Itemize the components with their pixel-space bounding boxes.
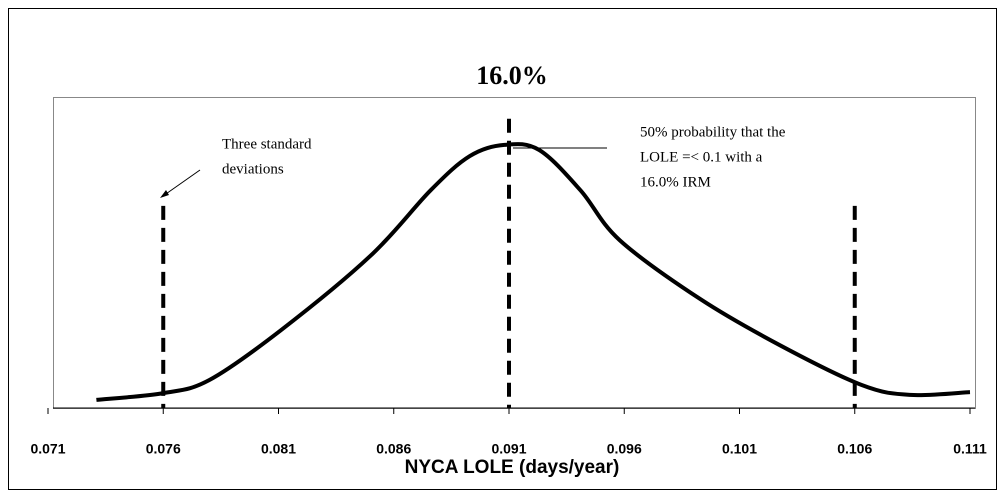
annotation-text: 16.0% IRM <box>640 174 711 190</box>
annotation-text: 50% probability that the <box>640 124 786 140</box>
x-tick-label: 0.086 <box>376 441 411 457</box>
annotation-arrow <box>162 169 201 197</box>
x-tick-label: 0.096 <box>607 441 642 457</box>
x-tick-label: 0.091 <box>491 441 526 457</box>
x-axis-label: NYCA LOLE (days/year) <box>405 457 620 478</box>
x-tick-label: 0.071 <box>30 441 65 457</box>
chart-title: 16.0% <box>476 61 548 90</box>
annotation-text: deviations <box>222 161 284 177</box>
x-tick-label: 0.076 <box>146 441 181 457</box>
arrow-head <box>160 190 169 198</box>
annotation-text: LOLE =< 0.1 with a <box>640 149 763 165</box>
x-tick-label: 0.106 <box>837 441 872 457</box>
density-curve <box>96 142 971 402</box>
annotation-text: Three standard <box>222 136 312 152</box>
x-tick-label: 0.081 <box>261 441 296 457</box>
x-tick-label: 0.111 <box>953 441 987 457</box>
x-tick-label: 0.101 <box>722 441 757 457</box>
plot-area <box>53 97 976 409</box>
